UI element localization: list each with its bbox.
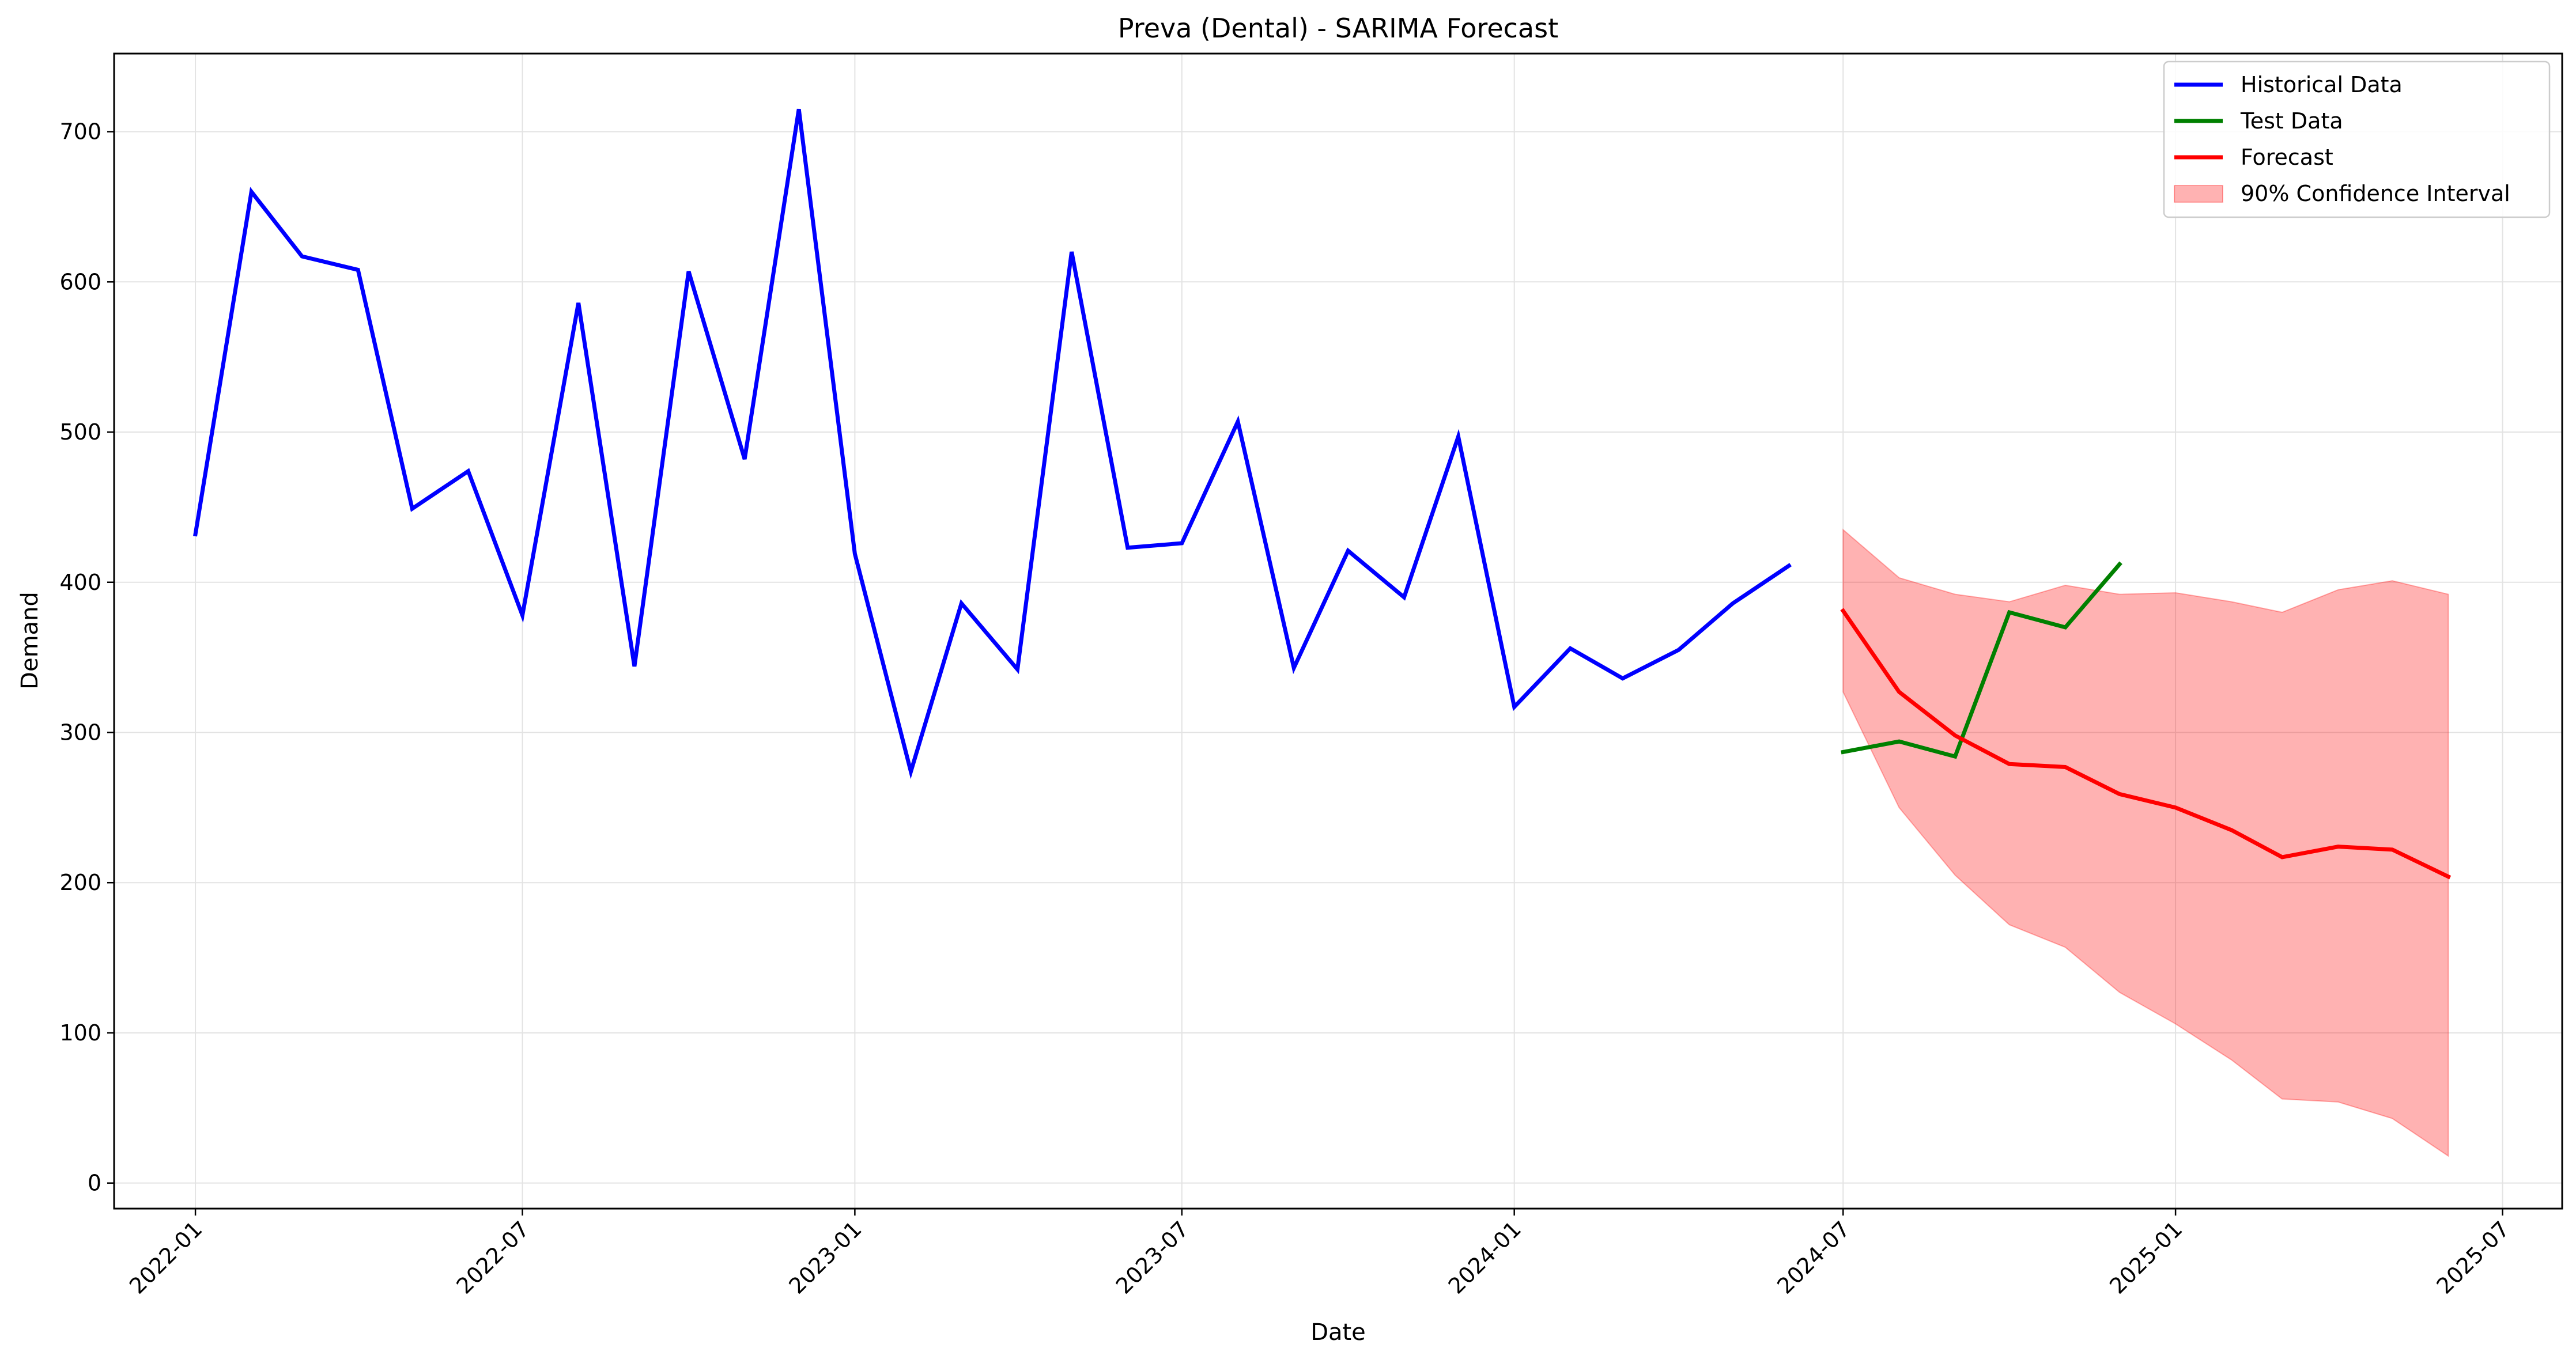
legend-label: 90% Confidence Interval [2241, 181, 2510, 206]
y-tick-label: 400 [59, 570, 101, 595]
x-tick-label: 2025-01 [2105, 1216, 2187, 1298]
x-tick-label: 2023-07 [1111, 1216, 1193, 1298]
confidence-interval-band [1842, 528, 2449, 1157]
x-tick-label: 2022-01 [124, 1216, 207, 1298]
y-tick-label: 500 [59, 419, 101, 445]
series-layer [193, 108, 2452, 880]
y-tick-label: 600 [59, 269, 101, 294]
grid [114, 54, 2562, 1209]
x-tick-label: 2023-01 [784, 1216, 866, 1298]
x-axis-label: Date [1310, 1319, 1366, 1346]
y-axis-label: Demand [17, 592, 43, 690]
x-tick-label: 2024-01 [1444, 1216, 1526, 1298]
legend-box [2163, 60, 2551, 218]
y-tick-label: 200 [59, 870, 101, 895]
x-tick-label: 2024-07 [1772, 1216, 1854, 1298]
series-line-test-data [1841, 561, 2122, 759]
y-tick-label: 0 [88, 1171, 101, 1196]
legend-label: Test Data [2240, 108, 2343, 134]
y-tick-label: 100 [59, 1020, 101, 1046]
y-tick-label: 700 [59, 119, 101, 145]
legend-swatch [2174, 185, 2223, 203]
legend-label: Forecast [2241, 145, 2333, 170]
x-tick-label: 2025-07 [2432, 1216, 2514, 1298]
legend: Historical Data Test Data Forecast 90% Conf… [2163, 60, 2551, 218]
x-axis: 2022-01 2022-07 2023-01 2023-07 2024-01 2024-… [124, 1209, 2514, 1299]
plot-frame [113, 52, 2563, 1210]
legend-label: Historical Data [2241, 72, 2403, 97]
series-line-historical-data [193, 108, 1792, 779]
x-tick-label: 2022-07 [451, 1216, 534, 1298]
series-line-forecast [1840, 608, 2452, 880]
confidence-interval-layer [1842, 528, 2449, 1157]
y-tick-label: 300 [59, 720, 101, 745]
y-axis: 0 100 200 300 400 500 600 700 [59, 119, 114, 1196]
chart-title: Preva (Dental) - SARIMA Forecast [1118, 13, 1558, 44]
